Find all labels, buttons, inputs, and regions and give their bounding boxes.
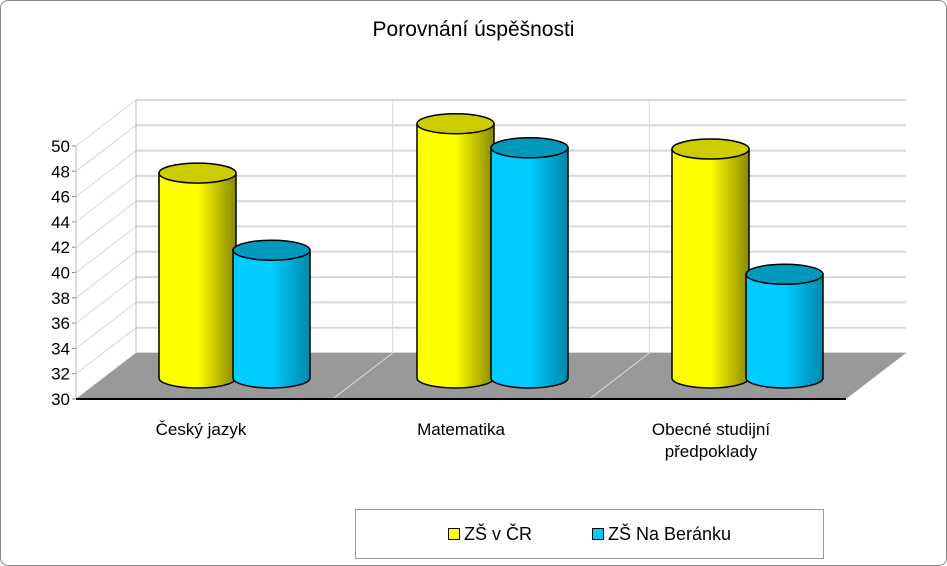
y-tick-label: 48 xyxy=(51,162,70,181)
bar-top xyxy=(671,138,750,160)
legend-item: ZŠ v ČR xyxy=(447,523,532,545)
side-gridline xyxy=(75,124,137,172)
y-tick-label: 44 xyxy=(51,213,70,232)
y-tick-label: 30 xyxy=(51,390,70,409)
y-tick-label: 32 xyxy=(51,365,70,384)
floor-divider xyxy=(589,352,650,400)
chart-title: Porovnání úspěšnosti xyxy=(372,18,575,41)
legend-swatch xyxy=(447,528,460,540)
side-gridline xyxy=(75,251,137,299)
category-label: Matematika xyxy=(417,420,505,439)
y-tick-label: 40 xyxy=(51,264,70,283)
side-gridline xyxy=(75,226,137,273)
bar-top xyxy=(416,112,495,135)
bar-ZŠ v ČR xyxy=(158,172,237,389)
y-tick-label: 36 xyxy=(51,314,70,333)
legend: ZŠ v ČR ZŠ Na Beránku xyxy=(355,509,824,559)
legend-swatch xyxy=(591,528,604,540)
plot-area: 30 32 34 36 38 40 42 44 46 48 50 xyxy=(51,99,906,409)
bar-top xyxy=(745,263,824,286)
category-label-text: Obecné studijní předpoklady xyxy=(651,420,771,461)
y-tick-label: 42 xyxy=(51,238,70,257)
category-label: Obecné studijní předpoklady xyxy=(611,419,811,463)
bar-top xyxy=(232,239,311,261)
y-tick-label: 50 xyxy=(51,137,70,156)
side-gridline xyxy=(75,150,137,197)
side-gridline xyxy=(75,276,137,324)
legend-label: ZŠ v ČR xyxy=(463,523,532,544)
bar-top xyxy=(158,162,237,184)
floor-divider xyxy=(332,352,393,400)
bar-ZŠ v ČR xyxy=(416,122,495,389)
side-gridline xyxy=(75,200,137,248)
bar-ZŠ Na Beránku xyxy=(745,273,824,389)
legend-label: ZŠ Na Beránku xyxy=(607,523,732,544)
side-gridline xyxy=(75,175,137,223)
category-label: Český jazyk xyxy=(155,420,247,439)
bar-top xyxy=(490,137,569,159)
side-gridline xyxy=(75,327,137,375)
y-tick-label: 46 xyxy=(51,188,70,207)
legend-item: ZŠ Na Beránku xyxy=(591,523,732,545)
y-tick-label: 38 xyxy=(51,289,70,308)
bar-ZŠ Na Beránku xyxy=(490,147,569,389)
bar-ZŠ v ČR xyxy=(671,148,750,389)
y-tick-label: 34 xyxy=(51,339,70,358)
bar-ZŠ Na Beránku xyxy=(232,249,311,389)
side-gridline xyxy=(75,302,137,349)
side-gridline xyxy=(75,99,137,147)
